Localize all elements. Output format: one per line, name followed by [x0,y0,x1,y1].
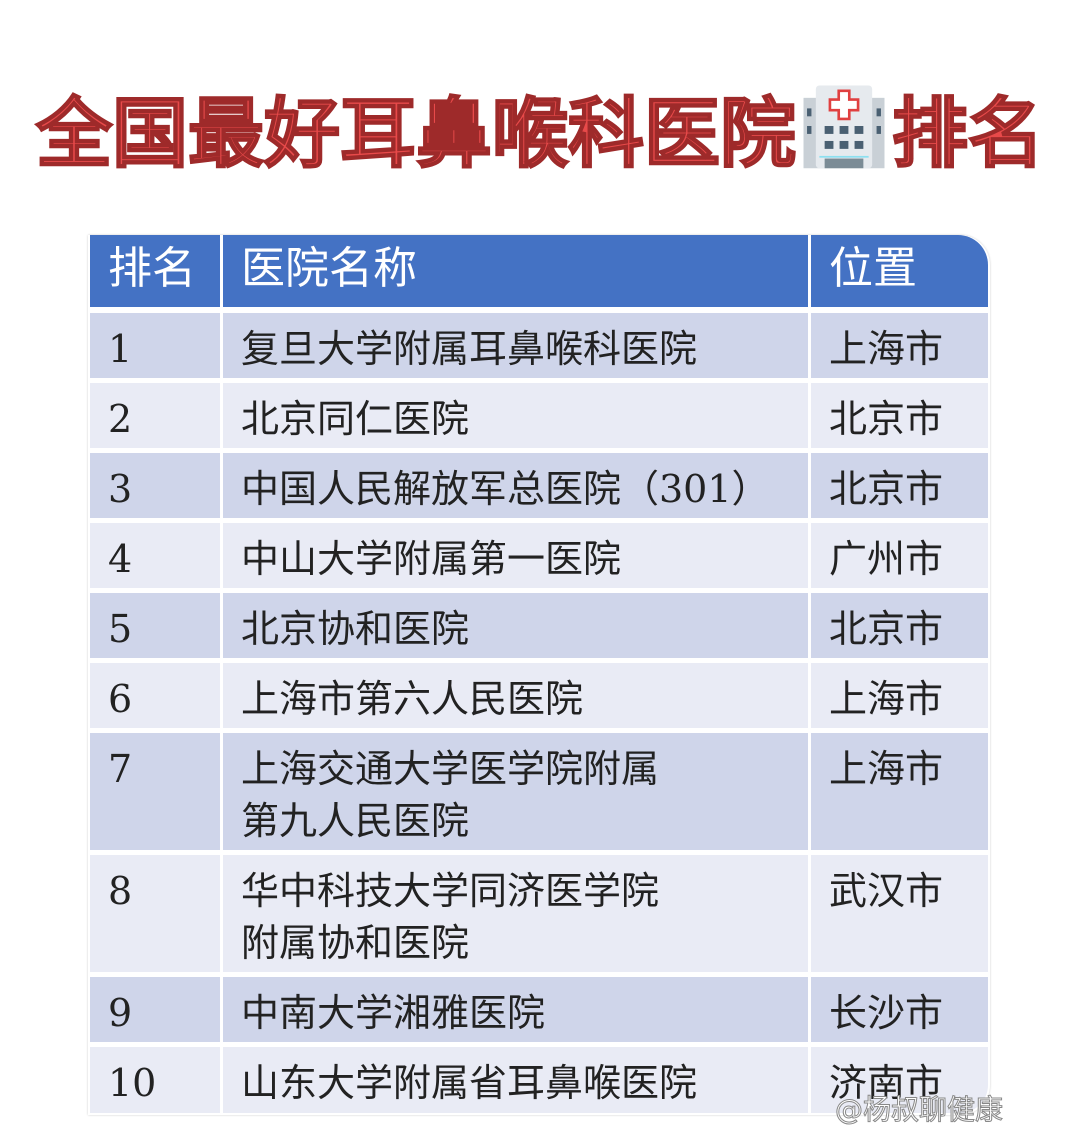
table-row: 5 北京协和医院 北京市 [90,593,988,658]
name-cell: 华中科技大学同济医学院 附属协和医院 [223,855,808,972]
rank-cell: 4 [90,523,220,588]
location-cell: 武汉市 [811,855,988,972]
name-cell: 上海市第六人民医院 [223,663,808,728]
rank-cell: 10 [90,1047,220,1113]
table-row: 7 上海交通大学医学院附属 第九人民医院 上海市 [90,733,988,850]
rank-cell: 9 [90,977,220,1042]
rank-cell: 1 [90,313,220,378]
location-cell: 位置 [811,235,988,307]
name-cell: 北京同仁医院 [223,383,808,448]
name-cell: 山东大学附属省耳鼻喉医院 [223,1047,808,1113]
rank-cell: 排名 [90,235,220,307]
location-cell: 北京市 [811,383,988,448]
watermark: @杨叔聊健康 [834,1093,1004,1127]
location-cell: 北京市 [811,453,988,518]
table-header: 排名 医院名称 位置 [90,235,988,307]
table-row: 4 中山大学附属第一医院 广州市 [90,523,988,588]
table-row: 8 华中科技大学同济医学院 附属协和医院 武汉市 [90,855,988,972]
name-cell: 上海交通大学医学院附属 第九人民医院 [223,733,808,850]
table-row: 2 北京同仁医院 北京市 [90,383,988,448]
rank-cell: 2 [90,383,220,448]
location-cell: 上海市 [811,313,988,378]
location-cell: 北京市 [811,593,988,658]
location-cell: 上海市 [811,663,988,728]
location-cell: 长沙市 [811,977,988,1042]
rank-cell: 6 [90,663,220,728]
ranking-table: 排名 医院名称 位置 1 复旦大学附属耳鼻喉科医院 上海市 2 北京同仁医院 北京市 3 中国人民解… [88,235,990,1115]
table-row: 10 山东大学附属省耳鼻喉医院 济南市 [90,1047,988,1113]
location-cell: 上海市 [811,733,988,850]
rank-cell: 3 [90,453,220,518]
table-row: 9 中南大学湘雅医院 长沙市 [90,977,988,1042]
name-cell: 中山大学附属第一医院 [223,523,808,588]
rank-cell: 5 [90,593,220,658]
table-row: 6 上海市第六人民医院 上海市 [90,663,988,728]
hospital-icon [803,85,885,169]
location-cell: 济南市 [811,1047,988,1113]
name-cell: 复旦大学附属耳鼻喉科医院 [223,313,808,378]
location-cell: 广州市 [811,523,988,588]
name-cell: 医院名称 [223,235,808,307]
title-text: 全国最好耳鼻喉科医院 [35,88,797,179]
table-row: 1 复旦大学附属耳鼻喉科医院 上海市 [90,313,988,378]
title-text-suffix: 排名 [891,88,1045,179]
rank-cell: 7 [90,733,220,850]
name-cell: 中南大学湘雅医院 [223,977,808,1042]
page-title: 全国最好耳鼻喉科医院 排名 [0,82,1080,184]
name-cell: 北京协和医院 [223,593,808,658]
name-cell: 中国人民解放军总医院（301） [223,453,808,518]
table-row: 3 中国人民解放军总医院（301） 北京市 [90,453,988,518]
rank-cell: 8 [90,855,220,972]
